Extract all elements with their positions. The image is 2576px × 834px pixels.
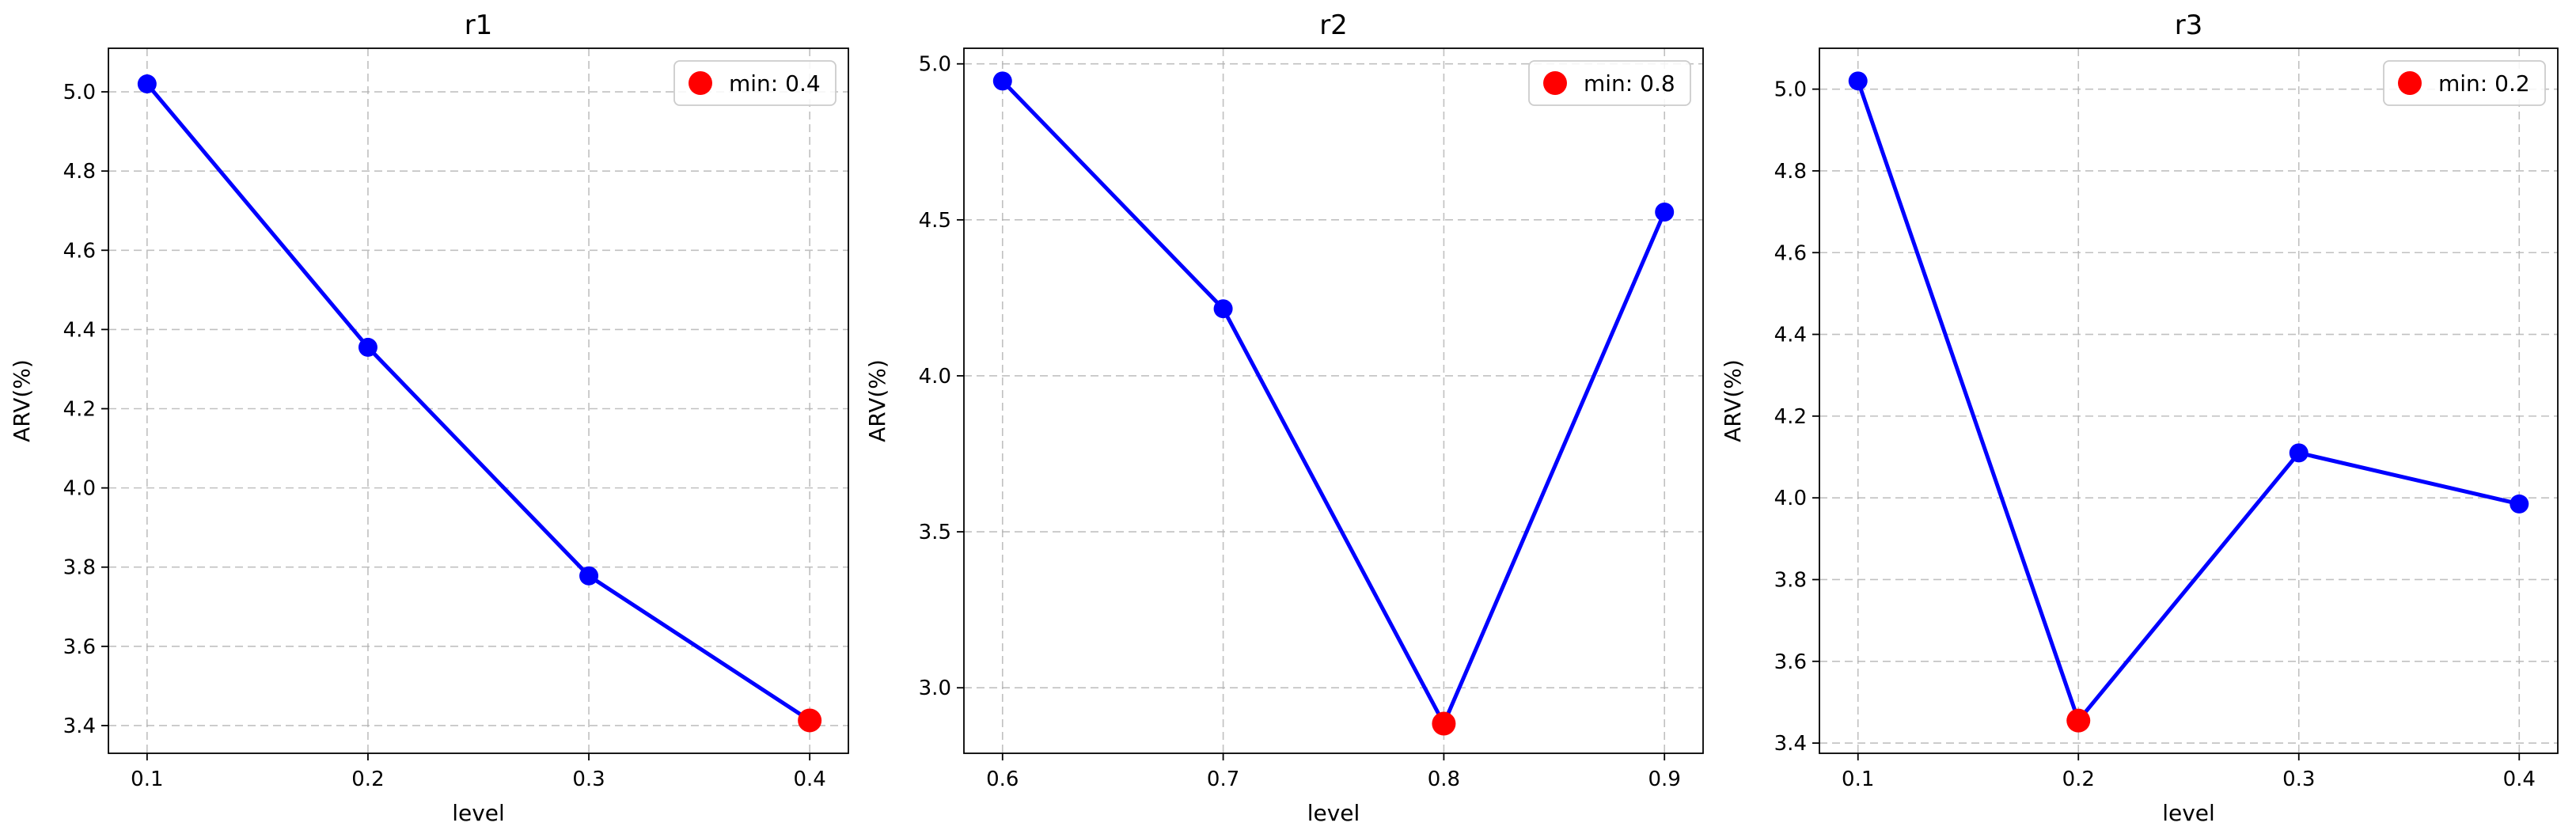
x-axis-label: level: [2162, 800, 2215, 826]
legend: min: 0.4: [673, 60, 837, 106]
chart-title: r1: [465, 9, 493, 41]
min-point: [2066, 708, 2091, 733]
y-tick-label: 5.0: [919, 53, 951, 77]
data-point: [137, 74, 157, 94]
y-tick-label: 4.0: [1774, 487, 1807, 510]
y-tick-label: 5.0: [1774, 78, 1807, 102]
y-tick-label: 4.4: [63, 318, 96, 342]
data-point: [1213, 299, 1233, 319]
y-tick-label: 4.0: [919, 365, 951, 389]
legend-marker: [1543, 71, 1567, 95]
legend-label: min: 0.8: [1584, 70, 1675, 97]
min-point: [798, 708, 822, 733]
x-tick-label: 0.8: [1428, 768, 1460, 791]
legend-marker: [2398, 71, 2422, 95]
data-point: [358, 337, 377, 357]
y-tick-label: 3.8: [63, 556, 96, 580]
data-point: [2289, 443, 2309, 463]
x-tick-label: 0.3: [572, 768, 605, 791]
legend-box: [2383, 60, 2546, 106]
axes-frame: [1819, 47, 2559, 754]
chart-panel-r1: 0.1 0.2 0.3 0.4 3.4 3.6 3.8 4.0 4.2 4.4 4.6 4.8 5.0 r…: [9, 9, 849, 826]
x-tick-label: 0.2: [351, 768, 384, 791]
y-tick-label: 4.0: [63, 477, 96, 501]
chart-panel-r3: 0.1 0.2 0.3 0.4 3.4 3.6 3.8 4.0 4.2 4.4 4.6 4.8 5.0 r…: [1720, 9, 2559, 826]
legend-label: min: 0.4: [729, 70, 821, 97]
chart-panel-r2: 0.6 0.7 0.8 0.9 3.0 3.5 4.0 4.5 5.0 r2 level ARV(%)…: [864, 9, 1704, 826]
y-tick-label: 3.4: [63, 715, 96, 738]
legend: min: 0.8: [1528, 60, 1691, 106]
y-tick-label: 4.6: [63, 239, 96, 263]
data-point: [1655, 202, 1675, 222]
plot-area: [1819, 48, 2558, 753]
series-line: [145, 82, 812, 722]
data-point: [992, 71, 1012, 91]
plot-area: [108, 48, 848, 753]
chart-title: r2: [1319, 9, 1348, 41]
y-tick-label: 4.5: [919, 209, 951, 233]
y-tick-label: 3.0: [919, 677, 951, 700]
y-tick-label: 3.5: [919, 521, 951, 544]
x-tick-label: 0.2: [2062, 768, 2095, 791]
x-axis-label: level: [452, 800, 505, 826]
chart-title: r3: [2175, 9, 2203, 41]
axes-frame: [963, 47, 1704, 754]
x-tick-label: 0.9: [1648, 768, 1681, 791]
data-point: [2510, 494, 2529, 514]
y-axis-label: ARV(%): [864, 359, 890, 442]
legend-label: min: 0.2: [2438, 70, 2530, 97]
y-axis-label: ARV(%): [9, 359, 35, 442]
y-tick-label: 5.0: [63, 81, 96, 104]
legend-box: [1528, 60, 1691, 106]
legend-marker: [689, 71, 712, 95]
y-tick-label: 4.2: [63, 398, 96, 422]
series-line: [1856, 78, 2521, 723]
y-axis-label: ARV(%): [1720, 359, 1746, 442]
x-tick-label: 0.1: [1842, 768, 1874, 791]
legend: min: 0.2: [2383, 60, 2546, 106]
axes-frame: [108, 47, 849, 754]
x-tick-label: 0.4: [2503, 768, 2536, 791]
x-tick-label: 0.6: [986, 768, 1019, 791]
x-tick-label: 0.7: [1207, 768, 1239, 791]
data-point: [1848, 71, 1868, 91]
y-tick-label: 4.8: [1774, 160, 1807, 184]
x-tick-label: 0.4: [793, 768, 825, 791]
y-tick-label: 3.6: [1774, 650, 1807, 674]
y-tick-label: 4.4: [1774, 324, 1807, 347]
legend-box: [673, 60, 837, 106]
series-line: [1000, 78, 1667, 726]
y-tick-label: 3.4: [1774, 732, 1807, 756]
x-tick-label: 0.1: [131, 768, 163, 791]
y-tick-label: 3.8: [1774, 568, 1807, 592]
y-tick-label: 4.8: [63, 160, 96, 184]
y-tick-label: 3.6: [63, 635, 96, 659]
data-point: [579, 566, 599, 586]
x-tick-label: 0.3: [2282, 768, 2315, 791]
min-point: [1432, 711, 1456, 736]
x-axis-label: level: [1307, 800, 1360, 826]
y-tick-label: 4.2: [1774, 405, 1807, 429]
y-tick-label: 4.6: [1774, 241, 1807, 265]
